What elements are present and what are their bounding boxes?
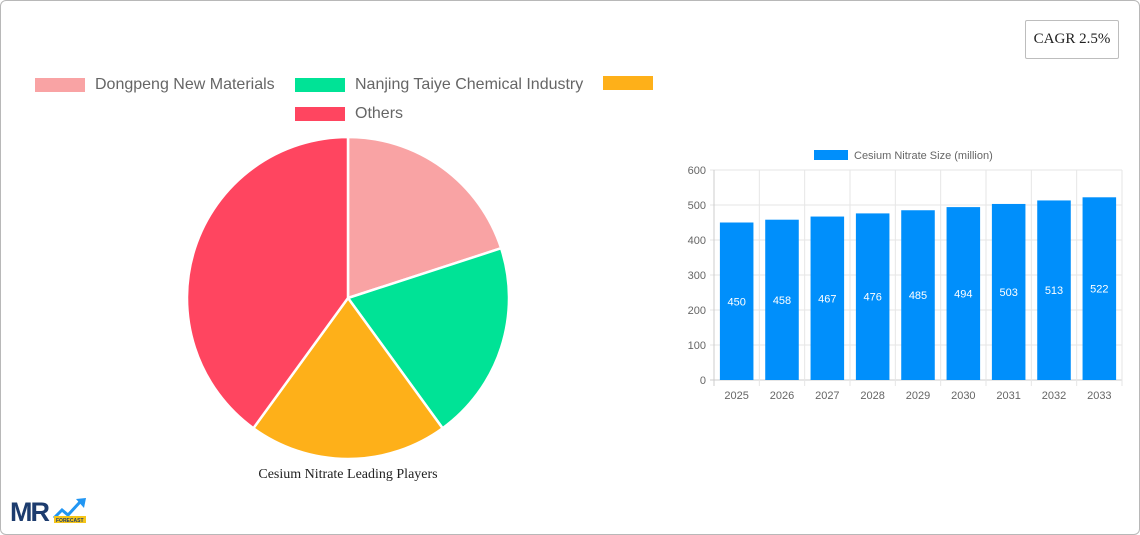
pie-legend-item-unlabeled[interactable]: [603, 76, 663, 90]
bar-value-label: 458: [773, 295, 791, 307]
mr-forecast-logo: MR FORECAST: [10, 494, 90, 531]
bar-value-label: 450: [727, 296, 745, 308]
pie-legend-item-dongpeng[interactable]: Dongpeng New Materials: [35, 76, 275, 94]
bar-value-label: 485: [909, 290, 927, 302]
bar[interactable]: [901, 210, 935, 380]
y-tick-label: 600: [688, 165, 706, 177]
legend-swatch: [603, 76, 653, 90]
bar-value-label: 522: [1090, 284, 1108, 296]
y-tick-label: 400: [688, 235, 706, 247]
x-tick-label: 2025: [724, 390, 748, 402]
pie-slice[interactable]: [346, 135, 503, 300]
bar[interactable]: [1037, 200, 1071, 380]
x-tick-label: 2030: [951, 390, 975, 402]
x-tick-label: 2027: [815, 390, 839, 402]
y-tick-label: 0: [700, 375, 706, 387]
x-tick-label: 2032: [1042, 390, 1066, 402]
pie-slice[interactable]: [345, 246, 511, 430]
bar-value-label: 513: [1045, 285, 1063, 297]
legend-swatch: [295, 78, 345, 92]
y-tick-label: 500: [688, 200, 706, 212]
legend-swatch: [295, 107, 345, 121]
x-tick-label: 2029: [906, 390, 930, 402]
pie-slice[interactable]: [251, 295, 445, 461]
x-tick-label: 2031: [996, 390, 1020, 402]
pie-title: Cesium Nitrate Leading Players: [258, 467, 438, 482]
bar[interactable]: [946, 207, 981, 380]
bar-legend-label: Cesium Nitrate Size (million): [854, 150, 993, 162]
x-tick-label: 2033: [1087, 390, 1111, 402]
pie-slice[interactable]: [185, 135, 350, 430]
bar[interactable]: [1082, 197, 1117, 380]
bar-value-label: 467: [818, 293, 836, 305]
pie-chart: [185, 135, 511, 461]
svg-text:MR: MR: [10, 497, 49, 526]
bar-value-label: 503: [999, 287, 1017, 299]
y-tick-label: 300: [688, 270, 706, 282]
y-tick-label: 100: [688, 340, 706, 352]
pie-legend-item-nanjing[interactable]: Nanjing Taiye Chemical Industry: [295, 76, 583, 94]
cagr-badge: CAGR 2.5%: [1025, 20, 1119, 59]
bar-value-label: 494: [954, 289, 972, 301]
bar-value-label: 476: [863, 292, 881, 304]
pie-legend-item-others[interactable]: Others: [295, 105, 403, 123]
bar-legend-swatch: [814, 150, 848, 160]
y-tick-label: 200: [688, 305, 706, 317]
x-tick-label: 2026: [770, 390, 794, 402]
bar[interactable]: [855, 213, 890, 380]
bar[interactable]: [765, 219, 799, 380]
svg-text:FORECAST: FORECAST: [56, 518, 84, 524]
bar[interactable]: [719, 222, 754, 381]
bar-chart: Cesium Nitrate Size (million) 0 100 200 300…: [688, 150, 1123, 402]
bar[interactable]: [991, 203, 1026, 380]
x-tick-label: 2028: [860, 390, 884, 402]
bar[interactable]: [810, 216, 845, 380]
legend-swatch: [35, 78, 85, 92]
